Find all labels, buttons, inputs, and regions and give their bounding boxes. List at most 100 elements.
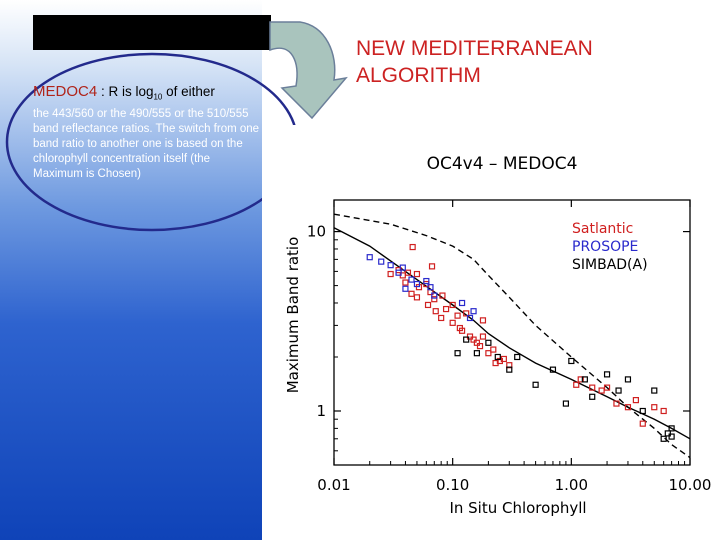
point-simbada (532, 381, 539, 388)
point-simbada (668, 433, 675, 440)
point-satlantic (603, 384, 611, 391)
point-prosope (427, 284, 434, 291)
point-satlantic (639, 420, 646, 427)
point-simbada (514, 353, 521, 361)
point-satlantic (428, 263, 436, 270)
curve-medoc4 (333, 227, 691, 440)
point-simbada (624, 376, 632, 383)
point-satlantic (473, 339, 480, 346)
point-satlantic (660, 407, 667, 415)
point-satlantic (463, 310, 470, 317)
point-satlantic (624, 404, 632, 411)
point-satlantic (490, 346, 497, 353)
point-satlantic (577, 376, 584, 383)
left-gradient-panel (0, 0, 262, 540)
point-prosope (402, 285, 409, 292)
curved-arrow-icon (269, 21, 348, 120)
plot-frame (333, 199, 691, 466)
x-axis-label: In Situ Chlorophyll (449, 499, 586, 517)
point-satlantic (439, 292, 446, 299)
black-caption-box (33, 15, 271, 50)
heading-post: of either (162, 84, 215, 99)
point-satlantic (442, 305, 450, 313)
point-prosope (423, 277, 430, 285)
point-prosope (408, 276, 415, 283)
point-prosope (387, 262, 394, 269)
medoc4-description: the 443/560 or the 490/555 or the 510/55… (33, 108, 260, 180)
point-satlantic (404, 269, 412, 276)
point-simbada (660, 435, 667, 442)
heading-subscript: 10 (153, 92, 163, 102)
plot-panel (262, 125, 720, 540)
point-simbada (568, 357, 575, 365)
point-satlantic (613, 400, 620, 407)
x-tick-label: 0.10 (436, 476, 469, 494)
point-satlantic (424, 301, 432, 309)
point-satlantic (479, 333, 487, 340)
scatter-chart: OC4v4 – MEDOC4 0.01 0.10 1.00 10.00 1 10 In S… (284, 154, 712, 517)
headline-title: NEW MEDITERRANEAN ALGORITHM (356, 37, 593, 87)
legend-satlantic: Satlantic (572, 221, 633, 237)
point-simbada (562, 400, 570, 407)
point-satlantic (431, 296, 438, 303)
point-simbada (651, 387, 658, 394)
point-simbada (664, 430, 671, 437)
legend-prosope: PROSOPE (572, 239, 638, 255)
heading-pre: R is log (108, 84, 154, 99)
x-tick-label: 10.00 (669, 476, 712, 494)
legend-simbada: SIMBAD(A) (572, 257, 648, 273)
point-satlantic (485, 350, 492, 357)
chart-title: OC4v4 – MEDOC4 (427, 154, 578, 174)
medoc4-label: MEDOC4 (33, 83, 98, 100)
point-prosope (399, 264, 406, 271)
point-satlantic (500, 355, 507, 363)
point-simbada (506, 366, 513, 373)
point-satlantic (409, 243, 416, 251)
point-satlantic (470, 336, 477, 343)
point-simbada (494, 353, 501, 361)
point-satlantic (432, 308, 439, 315)
point-prosope (431, 292, 438, 299)
heading-separator: : (97, 84, 109, 99)
point-satlantic (387, 270, 394, 278)
point-simbada (485, 339, 492, 346)
point-satlantic (408, 290, 415, 297)
point-simbada (549, 366, 557, 373)
point-satlantic (449, 319, 456, 326)
x-tick-label: 1.00 (555, 476, 588, 494)
point-satlantic (438, 314, 445, 322)
point-simbada (639, 407, 646, 415)
point-simbada (581, 376, 588, 383)
point-simbada (473, 350, 480, 357)
point-satlantic (413, 294, 421, 301)
point-prosope (466, 314, 474, 322)
point-satlantic (476, 342, 484, 350)
point-prosope (413, 280, 421, 288)
point-satlantic (573, 381, 580, 388)
point-simbada (589, 393, 596, 400)
medoc4-heading: MEDOC4 : R is log10 of either (33, 83, 215, 102)
point-simbada (603, 371, 611, 378)
point-satlantic (454, 312, 461, 319)
point-prosope (395, 269, 402, 276)
point-satlantic (651, 404, 658, 411)
curve-oc4v4 (333, 213, 691, 459)
point-satlantic (632, 397, 639, 404)
x-tick-label: 0.01 (317, 476, 350, 494)
point-simbada (615, 387, 622, 394)
point-satlantic (479, 317, 487, 324)
point-satlantic (402, 279, 409, 286)
y-tick-label: 10 (307, 223, 326, 241)
point-simbada (668, 425, 675, 432)
point-satlantic (413, 270, 421, 278)
point-satlantic (449, 301, 456, 309)
point-simbada (454, 350, 461, 357)
point-satlantic (598, 387, 605, 394)
point-prosope (378, 258, 385, 265)
point-prosope (470, 308, 477, 315)
point-prosope (366, 254, 373, 261)
point-satlantic (589, 384, 596, 391)
point-simbada (463, 336, 470, 343)
point-prosope (458, 299, 466, 307)
y-axis-label: Maximum Band ratio (284, 237, 302, 394)
